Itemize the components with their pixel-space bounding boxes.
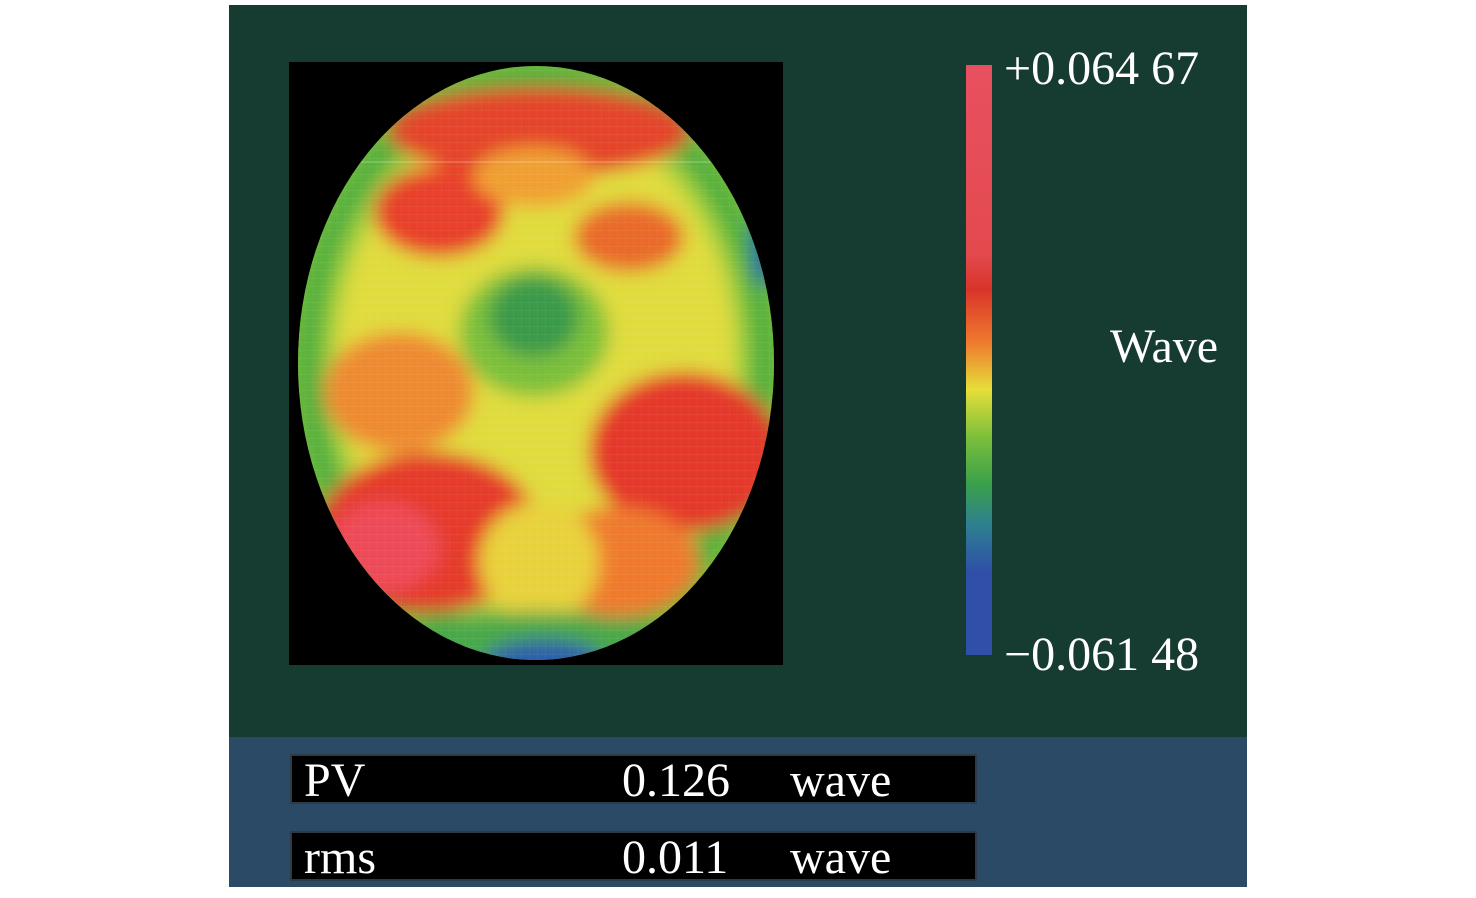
interferometer-window: +0.064 67 −0.061 48 Wave PV 0.126 wave r… xyxy=(229,5,1247,887)
stat-row-rms: rms 0.011 wave xyxy=(290,831,977,884)
wavefront-map-canvas xyxy=(289,62,783,665)
stat-value: 0.011 xyxy=(622,831,729,884)
scale-min-label: −0.061 48 xyxy=(1004,628,1200,681)
stat-value: 0.126 xyxy=(622,754,730,807)
scale-unit-label: Wave xyxy=(1110,320,1219,373)
stat-row-pv: PV 0.126 wave xyxy=(290,754,977,807)
stat-unit: wave xyxy=(790,754,892,807)
stat-label: PV xyxy=(304,754,366,807)
wavefront-map-icon xyxy=(298,66,774,660)
color-scale-bar xyxy=(966,65,992,655)
stat-unit: wave xyxy=(790,831,892,884)
wavefront-display-panel: +0.064 67 −0.061 48 Wave xyxy=(229,5,1247,737)
scale-max-label: +0.064 67 xyxy=(1004,42,1200,95)
stat-label: rms xyxy=(304,831,376,884)
statistics-panel: PV 0.126 wave rms 0.011 wave xyxy=(229,737,1247,887)
